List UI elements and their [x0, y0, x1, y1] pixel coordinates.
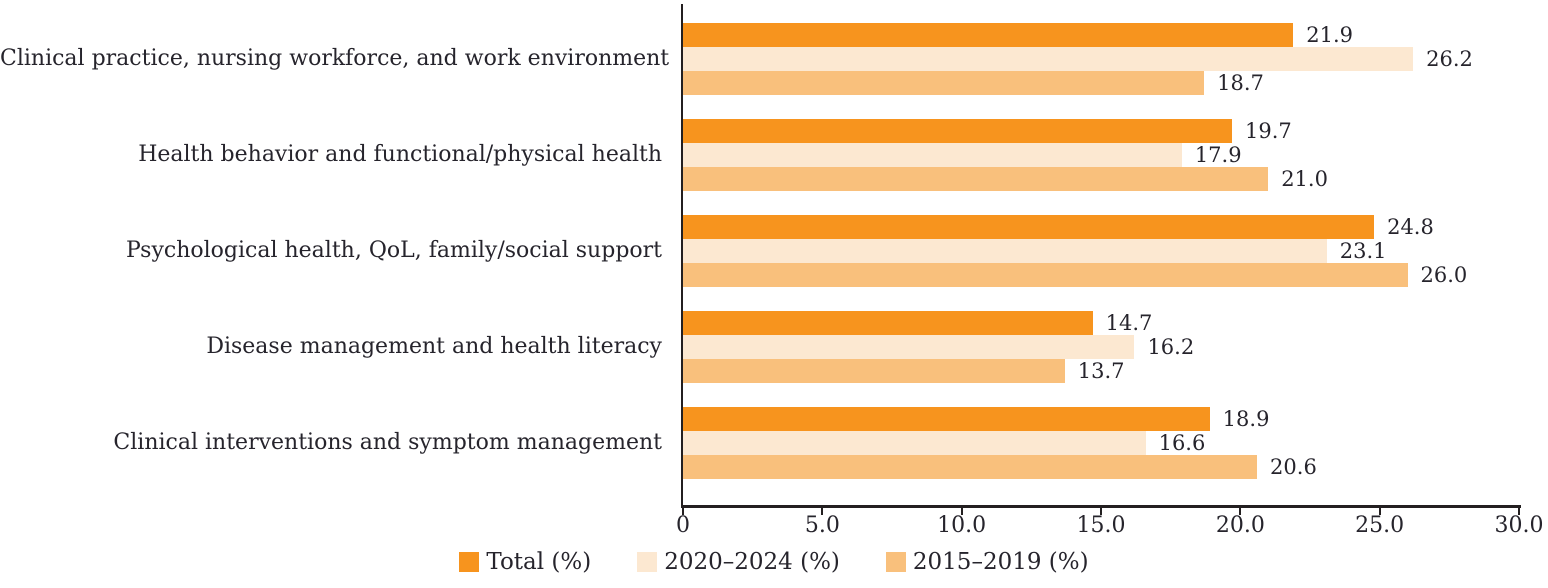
bar-value-label: 21.9	[1306, 23, 1354, 47]
plot-area: 21.9 26.2 18.7 19.7 17.9 21.0 24.8 23.1 26.0 14.7…	[676, 0, 1543, 538]
bar-2015-2019	[683, 167, 1269, 191]
bar-value-label: 26.0	[1420, 263, 1468, 287]
bar-total	[683, 119, 1232, 143]
category-label: Disease management and health literacy	[206, 334, 662, 359]
x-axis-tick	[1239, 508, 1242, 515]
legend-swatch-icon	[885, 552, 906, 572]
x-axis-tick	[960, 508, 963, 515]
bar-2015-2019	[683, 455, 1258, 479]
legend: Total (%) 2020–2024 (%) 2015–2019 (%)	[0, 549, 1548, 575]
bar-2020-2024	[683, 143, 1182, 167]
bar-value-label: 16.6	[1158, 431, 1206, 455]
legend-item: Total (%)	[459, 549, 591, 575]
bar-2015-2019	[683, 71, 1205, 95]
bar-total	[683, 215, 1375, 239]
x-axis-tick-label: 30.0	[1494, 513, 1544, 538]
legend-label: Total (%)	[486, 549, 592, 575]
bar-value-label: 21.0	[1281, 167, 1328, 191]
bar-2020-2024	[683, 47, 1414, 71]
x-axis-tick	[1100, 508, 1102, 515]
category-label: Clinical practice, nursing workforce, an…	[0, 46, 670, 71]
legend-label: 2020–2024 (%)	[664, 549, 840, 575]
x-axis-tick-label: 0	[676, 513, 690, 538]
category-label: Health behavior and functional/physical …	[138, 142, 662, 167]
bar-2015-2019	[683, 263, 1408, 287]
bar-total	[683, 407, 1210, 431]
x-axis-tick-label: 25.0	[1355, 513, 1405, 538]
x-axis-tick-label: 20.0	[1215, 513, 1265, 538]
x-axis-tick-label: 10.0	[937, 513, 987, 538]
bar-value-label: 18.7	[1217, 71, 1264, 95]
bar-2015-2019	[683, 359, 1065, 383]
bar-value-label: 16.2	[1147, 335, 1195, 359]
legend-swatch-icon	[459, 552, 480, 572]
bar-value-label: 20.6	[1270, 455, 1317, 479]
y-axis-line	[681, 4, 683, 508]
legend-item: 2020–2024 (%)	[637, 549, 840, 575]
bar-total	[683, 311, 1093, 335]
category-label: Clinical interventions and symptom manag…	[113, 430, 662, 455]
bar-value-label: 23.1	[1339, 239, 1387, 263]
bar-value-label: 14.7	[1105, 311, 1153, 335]
legend-label: 2015–2019 (%)	[912, 549, 1089, 575]
x-axis-line	[681, 505, 1521, 508]
bar-value-label: 19.7	[1244, 119, 1292, 143]
bar-2020-2024	[683, 239, 1327, 263]
x-axis-tick	[1518, 508, 1520, 515]
x-axis-tick-label: 15.0	[1076, 513, 1126, 538]
bar-value-label: 17.9	[1194, 143, 1242, 167]
bar-value-label: 13.7	[1077, 359, 1125, 383]
x-axis-tick	[1378, 508, 1381, 515]
x-axis-tick	[682, 508, 684, 515]
bar-total	[683, 23, 1294, 47]
x-axis-tick	[821, 508, 824, 515]
legend-item: 2015–2019 (%)	[885, 549, 1089, 575]
bar-2020-2024	[683, 431, 1146, 455]
legend-swatch-icon	[637, 552, 658, 572]
bar-value-label: 26.2	[1426, 47, 1473, 71]
bar-2020-2024	[683, 335, 1135, 359]
x-axis-tick-label: 5.0	[804, 513, 840, 538]
bar-value-label: 18.9	[1222, 407, 1270, 431]
bar-value-label: 24.8	[1387, 215, 1434, 239]
category-label: Psychological health, QoL, family/social…	[125, 238, 662, 263]
